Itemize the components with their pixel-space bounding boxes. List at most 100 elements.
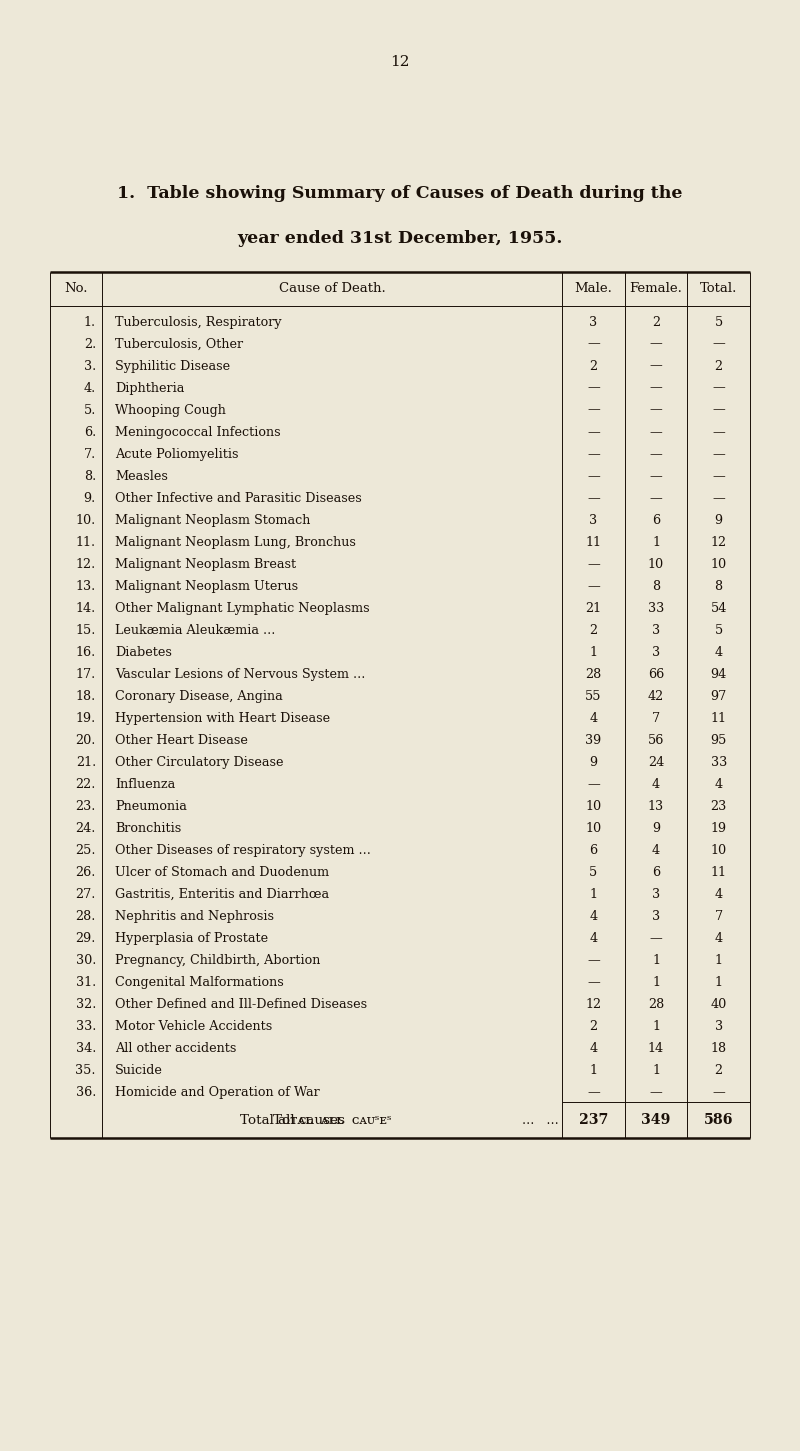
Text: 4: 4 [590,910,598,923]
Text: 36.: 36. [76,1087,96,1100]
Text: 24: 24 [648,756,664,769]
Text: Pregnancy, Childbirth, Abortion: Pregnancy, Childbirth, Abortion [115,955,320,968]
Text: No.: No. [64,283,88,296]
Text: Suicide: Suicide [115,1065,163,1078]
Text: 1: 1 [590,1065,598,1078]
Text: Meningococcal Infections: Meningococcal Infections [115,425,281,438]
Text: —: — [712,448,725,460]
Text: year ended 31st December, 1955.: year ended 31st December, 1955. [238,231,562,247]
Text: 11.: 11. [76,535,96,548]
Text: 3: 3 [590,514,598,527]
Text: 3: 3 [652,624,660,637]
Text: 20.: 20. [76,734,96,747]
Text: 2: 2 [714,360,722,373]
Text: 32.: 32. [76,998,96,1011]
Text: —: — [712,425,725,438]
Text: 17.: 17. [76,667,96,681]
Text: —: — [587,778,600,791]
Text: 1: 1 [714,977,722,990]
Text: —: — [587,557,600,570]
Text: 11: 11 [586,535,602,548]
Text: 9: 9 [714,514,722,527]
Text: —: — [650,1087,662,1100]
Text: —: — [712,1087,725,1100]
Text: —: — [587,977,600,990]
Text: 9: 9 [652,823,660,836]
Text: 4: 4 [714,646,722,659]
Text: 5: 5 [714,315,722,328]
Text: —: — [587,403,600,416]
Text: 28: 28 [586,667,602,681]
Text: 19: 19 [710,823,726,836]
Text: Homicide and Operation of War: Homicide and Operation of War [115,1087,320,1100]
Text: 12.: 12. [76,557,96,570]
Text: —: — [712,403,725,416]
Text: 42: 42 [648,691,664,702]
Text: 33: 33 [648,602,664,615]
Text: Diphtheria: Diphtheria [115,382,184,395]
Text: —: — [650,425,662,438]
Text: Leukæmia Aleukæmia ...: Leukæmia Aleukæmia ... [115,624,275,637]
Text: 8.: 8. [84,470,96,483]
Text: 55: 55 [585,691,602,702]
Text: 1: 1 [714,955,722,968]
Text: 54: 54 [710,602,727,615]
Text: 4: 4 [590,933,598,945]
Text: Measles: Measles [115,470,168,483]
Text: 40: 40 [710,998,726,1011]
Text: 6: 6 [652,866,660,879]
Text: 30.: 30. [76,955,96,968]
Text: 1: 1 [652,535,660,548]
Text: 7.: 7. [84,448,96,460]
Text: Female.: Female. [630,283,682,296]
Text: 1: 1 [652,1065,660,1078]
Text: Motor Vehicle Accidents: Motor Vehicle Accidents [115,1020,272,1033]
Text: Pneumonia: Pneumonia [115,800,187,813]
Text: 25.: 25. [75,844,96,858]
Text: 10: 10 [710,844,726,858]
Text: Other Infective and Parasitic Diseases: Other Infective and Parasitic Diseases [115,492,362,505]
Text: 21: 21 [586,602,602,615]
Text: Congenital Malformations: Congenital Malformations [115,977,284,990]
Text: —: — [650,448,662,460]
Text: Tuberculosis, Other: Tuberculosis, Other [115,338,243,351]
Text: 237: 237 [578,1113,608,1127]
Text: 39: 39 [586,734,602,747]
Text: 1: 1 [652,955,660,968]
Text: Other Heart Disease: Other Heart Disease [115,734,248,747]
Text: 7: 7 [714,910,722,923]
Text: 21.: 21. [76,756,96,769]
Text: Other Defined and Ill-Defined Diseases: Other Defined and Ill-Defined Diseases [115,998,367,1011]
Text: 1.: 1. [84,315,96,328]
Text: 10: 10 [710,557,726,570]
Text: Tᴏᴛᴀʟ  ᴀʟʟ  ᴄᴀᴜˢᴇˢ: Tᴏᴛᴀʟ ᴀʟʟ ᴄᴀᴜˢᴇˢ [273,1113,391,1126]
Text: 12: 12 [390,55,410,70]
Text: ...   ...: ... ... [522,1113,558,1126]
Text: —: — [587,425,600,438]
Text: 66: 66 [648,667,664,681]
Text: 97: 97 [710,691,726,702]
Text: Gastritis, Enteritis and Diarrhœa: Gastritis, Enteritis and Diarrhœa [115,888,329,901]
Text: 22.: 22. [76,778,96,791]
Text: 13: 13 [648,800,664,813]
Text: 3: 3 [652,646,660,659]
Text: —: — [587,580,600,593]
Text: Diabetes: Diabetes [115,646,172,659]
Text: —: — [650,492,662,505]
Text: —: — [650,403,662,416]
Text: 11: 11 [710,866,726,879]
Text: —: — [650,382,662,395]
Text: Total all causes: Total all causes [239,1113,345,1126]
Text: 2: 2 [590,1020,598,1033]
Text: 34.: 34. [76,1042,96,1055]
Text: —: — [712,382,725,395]
Text: 10.: 10. [76,514,96,527]
Text: 15.: 15. [76,624,96,637]
Text: 23.: 23. [76,800,96,813]
Text: 18.: 18. [76,691,96,702]
Text: 2: 2 [652,315,660,328]
Text: 6: 6 [652,514,660,527]
Text: 18: 18 [710,1042,726,1055]
Text: 1: 1 [652,1020,660,1033]
Text: —: — [650,360,662,373]
